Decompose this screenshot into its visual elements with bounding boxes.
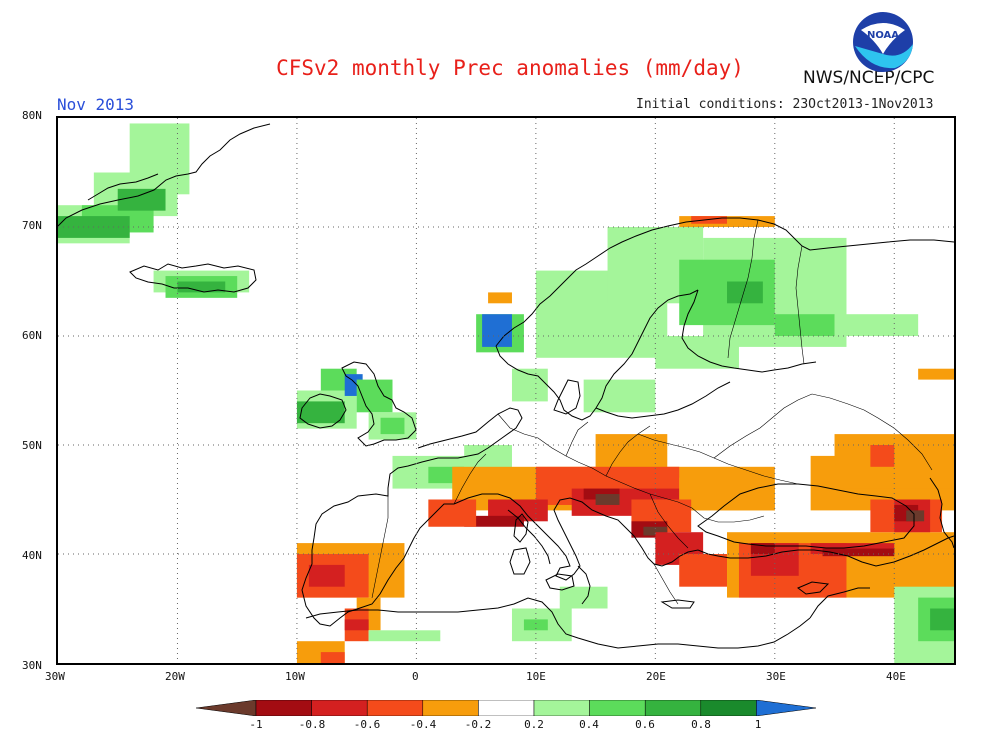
colorbar (196, 700, 816, 716)
anomaly-cell (727, 281, 763, 304)
lon-label: 30E (766, 670, 786, 683)
colorbar-segment (589, 700, 646, 716)
colorbar-tick-label: 1 (754, 718, 762, 731)
anomaly-map (58, 118, 954, 663)
anomaly-cell (117, 188, 166, 211)
colorbar-tick-label: 0.2 (524, 718, 544, 731)
anomaly-cell (918, 368, 954, 380)
anomaly-cell (559, 586, 608, 609)
colorbar-segment (311, 700, 368, 716)
colorbar-segment (366, 700, 424, 716)
lat-label: 40N (22, 549, 42, 562)
lat-label: 80N (22, 109, 42, 122)
map-panel (56, 116, 956, 665)
anomaly-cell (308, 564, 345, 587)
anomaly-cell (679, 477, 775, 511)
anomaly-cell (643, 526, 668, 536)
colorbar-tick-label: -0.2 (464, 718, 492, 731)
anomaly-cell (488, 292, 512, 304)
lon-label: 10E (526, 670, 546, 683)
chart-title: CFSv2 monthly Prec anomalies (mm/day) (276, 56, 744, 80)
anomaly-cell (595, 494, 620, 505)
colorbar-tick-label: 0.8 (691, 718, 711, 731)
colorbar-segment (255, 700, 312, 716)
colorbar-tick-label: 0.4 (579, 718, 599, 731)
colorbar-arrow-right (756, 700, 816, 716)
anomaly-cell (356, 379, 393, 413)
anomaly-cell (834, 314, 919, 336)
anomaly-cell (774, 314, 835, 336)
colorbar-tick-label: -0.8 (298, 718, 326, 731)
initial-conditions-label: Initial conditions: 23Oct2013-1Nov2013 (636, 97, 934, 112)
lat-label: 50N (22, 439, 42, 452)
anomaly-cell (296, 401, 345, 424)
lat-label: 60N (22, 329, 42, 342)
logo-text: NOAA (867, 30, 899, 41)
month-label: Nov 2013 (57, 95, 135, 114)
anomaly-cell (368, 630, 441, 642)
colorbar-segment (422, 700, 479, 716)
lon-label: 0 (412, 670, 419, 683)
anomaly-cell (344, 619, 369, 631)
lon-label: 30W (45, 670, 65, 683)
anomaly-cell (511, 368, 548, 402)
anomaly-cell (380, 417, 405, 435)
colorbar-tick-label: 0.6 (635, 718, 655, 731)
colorbar-arrow-left (196, 700, 257, 716)
anomaly-cell (464, 515, 524, 527)
anomaly-cell (930, 608, 954, 631)
lon-label: 20W (165, 670, 185, 683)
anomaly-cell (679, 554, 728, 587)
anomaly-cell (906, 510, 925, 522)
lon-label: 40E (886, 670, 906, 683)
anomaly-cell (822, 548, 895, 557)
lat-label: 70N (22, 219, 42, 232)
lon-label: 20E (646, 670, 666, 683)
lon-label: 10W (285, 670, 305, 683)
colorbar-tick-label: -0.4 (409, 718, 437, 731)
colorbar-tick-label: -1 (249, 718, 263, 731)
anomaly-cell (655, 336, 739, 369)
anomaly-cell (583, 379, 656, 413)
anomaly-cell (488, 499, 548, 522)
colorbar-segment (533, 700, 590, 716)
anomaly-cell (523, 619, 548, 631)
coastlines (58, 123, 954, 649)
org-label: NWS/NCEP/CPC (803, 68, 935, 88)
colorbar-tick-label: -0.6 (353, 718, 381, 731)
anomaly-cell (177, 281, 226, 293)
noaa-logo: NOAA (853, 12, 913, 72)
anomaly-cell (320, 652, 345, 663)
anomaly-cell (482, 314, 512, 347)
colorbar-segment (478, 700, 535, 716)
colorbar-segment (700, 700, 757, 716)
colorbar-segment (644, 700, 702, 716)
anomaly-cell (750, 543, 775, 554)
graticule (58, 118, 954, 663)
anomaly-cell (870, 445, 895, 467)
lat-label: 30N (22, 659, 42, 672)
